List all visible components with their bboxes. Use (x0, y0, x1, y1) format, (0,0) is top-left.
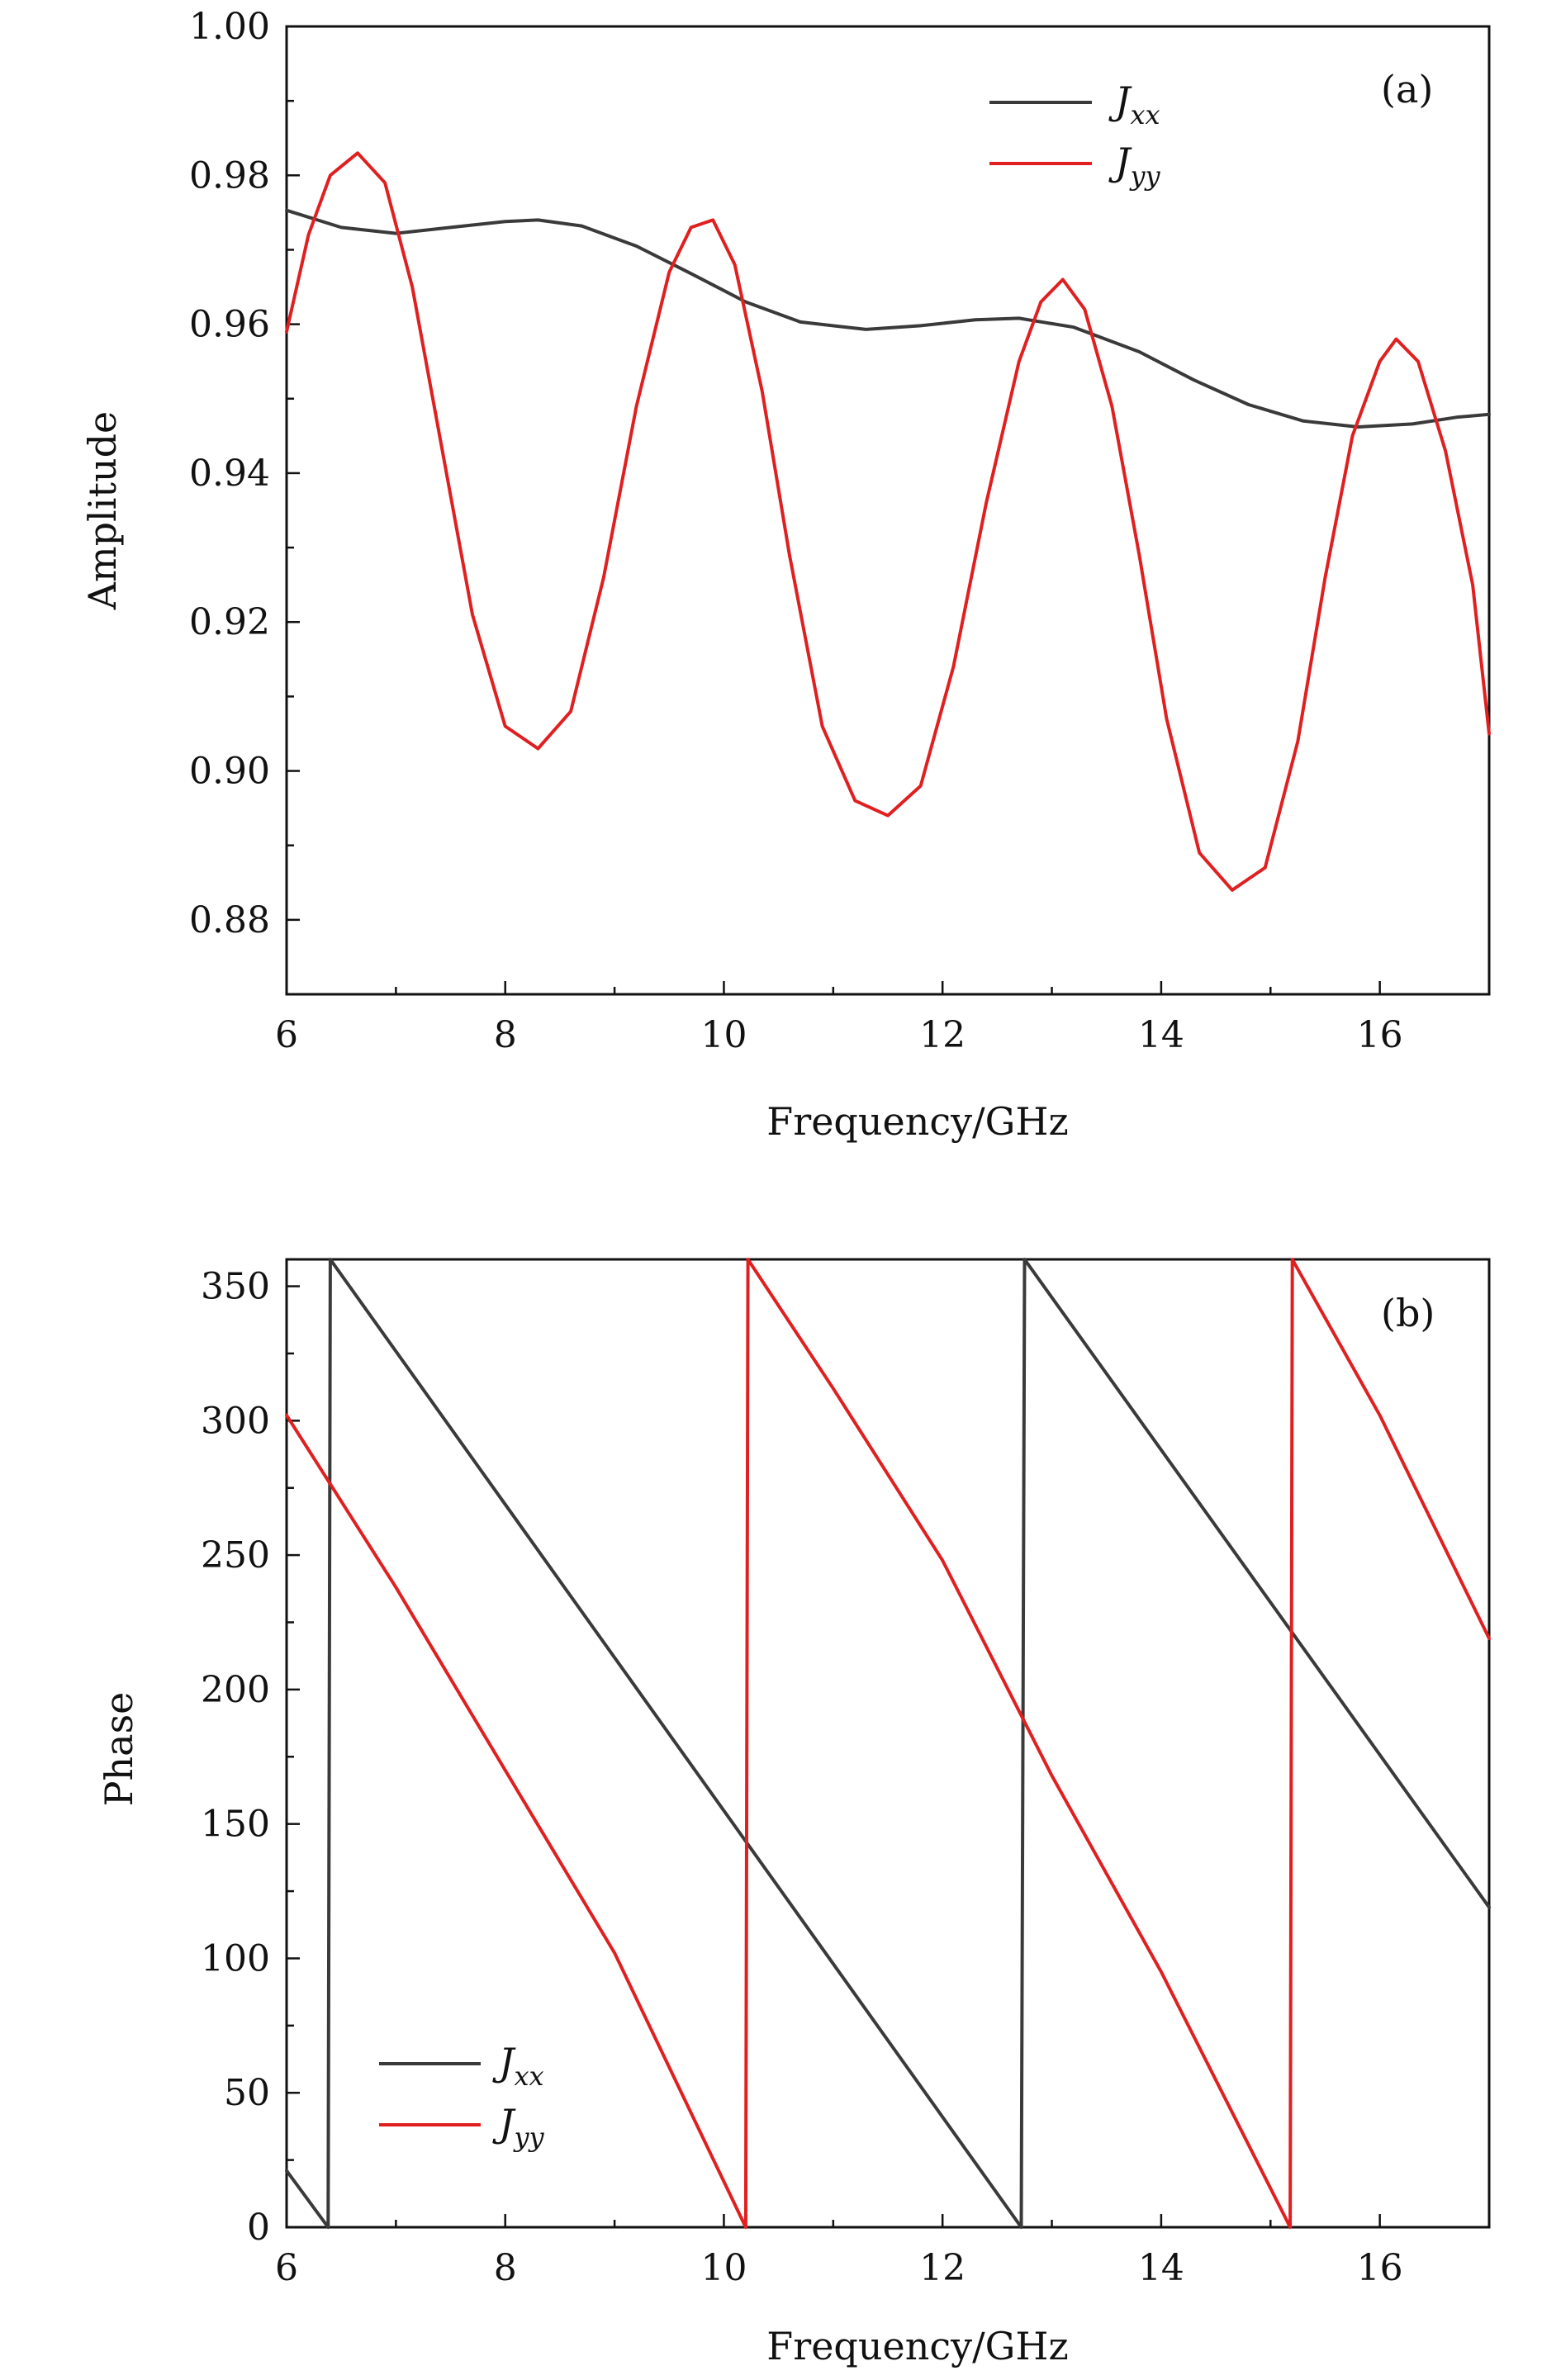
x-axis-ticks: 6 8 10 12 14 16 (275, 2214, 1491, 2289)
x-axis-title: Frequency/GHz (766, 2324, 1068, 2368)
legend: Jxx Jyy (379, 2040, 545, 2153)
legend-label-sub: xx (1130, 99, 1160, 130)
y-tick-label: 100 (201, 1937, 270, 1979)
x-tick-label: 6 (275, 2247, 298, 2289)
y-tick-label: 250 (201, 1534, 270, 1576)
legend-label-main: J (1108, 78, 1132, 123)
legend-label-jxx: Jxx (492, 2040, 544, 2092)
y-tick-label: 150 (201, 1804, 270, 1846)
y-axis-ticks: 0 50 100 150 200 250 300 350 (201, 1266, 300, 2249)
panel-label: (a) (1381, 67, 1433, 111)
x-tick-label: 16 (1357, 1014, 1403, 1056)
y-tick-label: 200 (201, 1669, 270, 1711)
series-group (285, 151, 1491, 892)
y-axis-ticks: 0.88 0.90 0.92 0.94 0.96 0.98 1.00 (189, 6, 300, 996)
x-tick-label: 12 (919, 1014, 966, 1056)
y-tick-label: 0.90 (189, 751, 270, 793)
y-tick-label: 0.96 (189, 304, 270, 346)
x-tick-label: 12 (919, 2247, 966, 2289)
x-axis-ticks: 6 8 10 12 14 16 (275, 981, 1491, 1056)
legend-label-sub: yy (512, 2122, 544, 2153)
panel-label: (b) (1381, 1291, 1435, 1335)
x-tick-label: 8 (494, 2247, 517, 2289)
y-tick-label: 0.88 (189, 899, 270, 941)
legend-label-jyy: Jyy (1108, 140, 1161, 192)
legend-label-main: J (492, 2101, 516, 2145)
x-tick-label: 8 (494, 1014, 517, 1056)
y-axis-title: Phase (97, 1692, 141, 1807)
series-line-jxx (285, 208, 1491, 429)
x-tick-label: 16 (1357, 2247, 1403, 2289)
plot-frame (285, 25, 1491, 996)
legend-label-main: J (492, 2040, 516, 2084)
y-tick-label: 300 (201, 1400, 270, 1442)
legend-label-jxx: Jxx (1108, 78, 1160, 130)
x-tick-label: 14 (1138, 1014, 1184, 1056)
series-group (285, 1258, 1491, 2229)
y-tick-label: 50 (224, 2072, 270, 2114)
legend-label-main: J (1108, 140, 1132, 184)
y-tick-label: 0.94 (189, 453, 270, 495)
y-tick-label: 0.98 (189, 154, 270, 197)
legend-label-jyy: Jyy (492, 2101, 545, 2153)
x-tick-label: 10 (700, 2247, 747, 2289)
legend: Jxx Jyy (989, 78, 1161, 192)
x-axis-title: Frequency/GHz (766, 1099, 1068, 1144)
y-tick-label: 1.00 (189, 6, 270, 48)
series-line-jyy (285, 1258, 1491, 2229)
amplitude-chart-panel: 6 8 10 12 14 16 0.880.900.920.940.960.981.00 … (80, 6, 1491, 1144)
y-axis-title: Amplitude (80, 411, 125, 611)
x-tick-label: 10 (700, 1014, 747, 1056)
series-line-jxx (285, 1258, 1491, 2229)
x-tick-label: 14 (1138, 2247, 1184, 2289)
y-tick-label: 0.92 (189, 601, 270, 643)
series-line-jyy (285, 151, 1491, 892)
y-tick-label: 350 (201, 1266, 270, 1308)
legend-label-sub: yy (1128, 160, 1160, 192)
x-tick-label: 6 (275, 1014, 298, 1056)
legend-label-sub: xx (514, 2060, 543, 2092)
plot-frame (285, 1258, 1491, 2229)
y-tick-label: 0 (247, 2207, 270, 2249)
phase-chart-panel: 6 8 10 12 14 16 0 50 100 150 200 250 300 350 Frequen… (97, 1258, 1491, 2368)
